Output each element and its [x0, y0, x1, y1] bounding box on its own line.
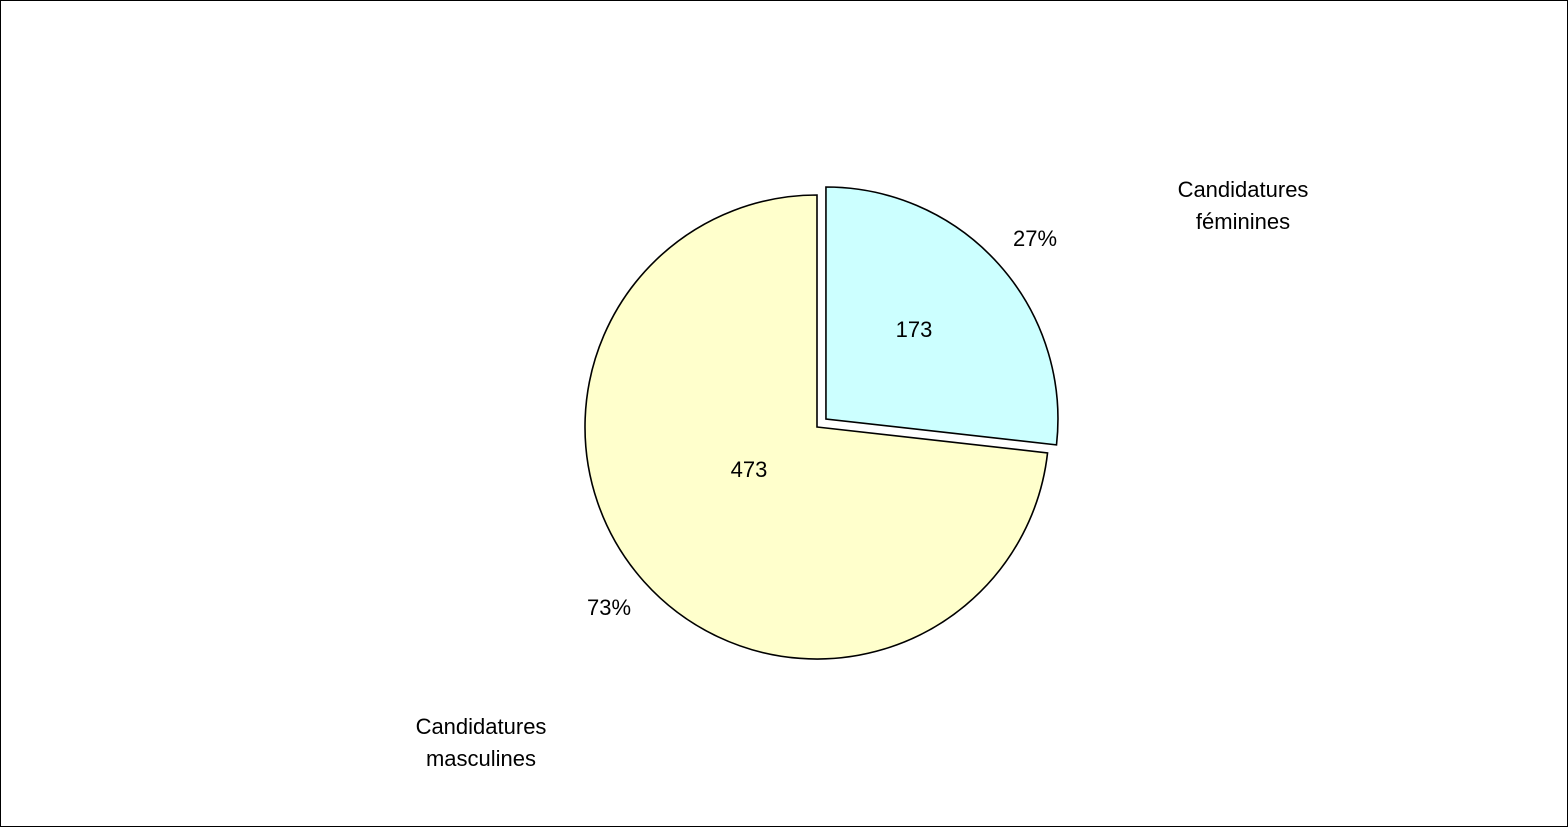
pie-slice-feminines	[825, 186, 1059, 446]
data-label-masculines-percent: 73%	[587, 595, 631, 620]
data-label-masculines-value: 473	[731, 457, 768, 482]
data-label-feminines-percent: 27%	[1013, 226, 1057, 251]
category-label-masculines-line-2: masculines	[426, 746, 536, 771]
pie-slice-masculines	[584, 194, 1049, 660]
category-label-feminines-line-1: Candidatures	[1178, 177, 1309, 202]
category-label-masculines-line-1: Candidatures	[416, 714, 547, 739]
data-label-feminines-value: 173	[896, 317, 933, 342]
category-label-feminines-line-2: féminines	[1196, 209, 1290, 234]
